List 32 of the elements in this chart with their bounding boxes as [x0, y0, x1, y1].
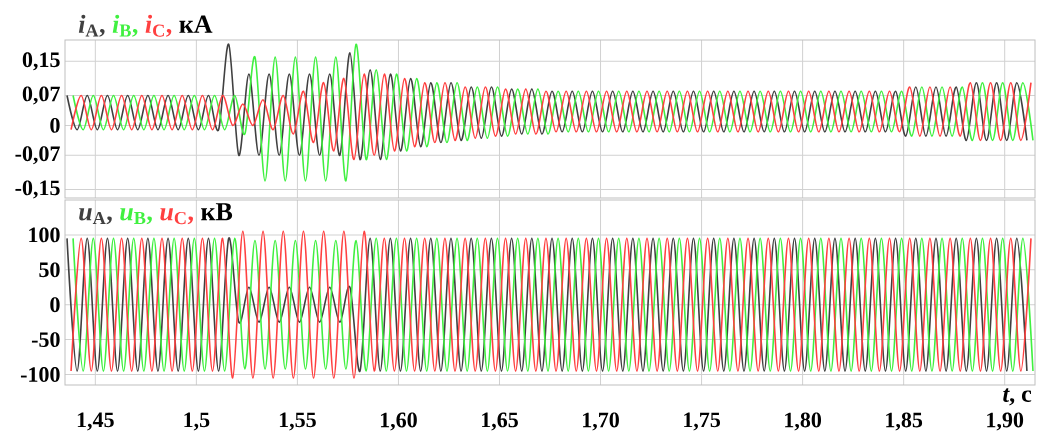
y-tick-label: -0,15 [15, 180, 60, 199]
y-tick-label: -0,07 [15, 146, 60, 165]
y-tick-label: 0,07 [22, 86, 60, 105]
y-tick-label: 100 [29, 227, 60, 243]
text: i$_{В}$, [112, 14, 138, 37]
x-tick-label: 1,80 [785, 412, 822, 431]
line-series [70, 73, 1032, 161]
x-axis-title: t, с [1003, 388, 1032, 406]
series-label: u$_{С}$, [160, 208, 194, 225]
y-tick-label: 0,15 [22, 52, 60, 71]
x-tick-label: 1,5 [184, 412, 210, 431]
line-series [66, 43, 1028, 161]
line-series [72, 43, 1034, 182]
y-axis-title: кВ [201, 203, 233, 221]
y-axis-title: кА [179, 15, 213, 33]
y-tick-label: -50 [31, 332, 60, 348]
text: i$_{А}$, [78, 14, 105, 37]
y-tick-label: 0 [50, 117, 60, 133]
x-tick-label: 1,75 [684, 412, 721, 431]
text: i$_{С}$, [145, 14, 172, 37]
y-tick-label: 50 [39, 262, 60, 278]
x-tick-label: 1,85 [886, 412, 923, 431]
y-tick-label: -100 [20, 367, 60, 382]
x-tick-label: 1,45 [77, 412, 114, 431]
x-tick-label: 1,55 [279, 412, 316, 431]
x-tick-label: 1,90 [987, 412, 1024, 431]
x-tick-label: 1,60 [380, 412, 417, 431]
series-label: u$_{В}$, [120, 208, 152, 225]
series-label: u$_{А}$, [79, 208, 112, 225]
y-tick-label: 0 [50, 297, 60, 313]
x-tick-label: 1,65 [481, 412, 518, 431]
x-tick-label: 1,70 [583, 412, 619, 431]
